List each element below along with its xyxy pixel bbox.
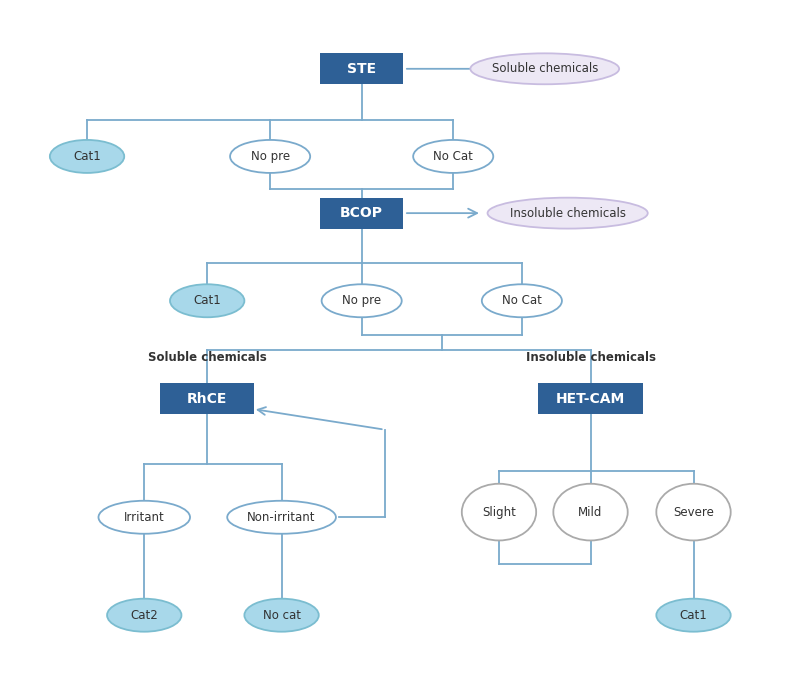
Text: No Cat: No Cat: [433, 150, 473, 163]
Ellipse shape: [98, 501, 190, 534]
Ellipse shape: [554, 484, 628, 540]
Ellipse shape: [245, 598, 318, 632]
FancyBboxPatch shape: [321, 198, 403, 228]
Ellipse shape: [170, 285, 245, 317]
Ellipse shape: [413, 140, 493, 173]
Text: STE: STE: [347, 62, 376, 76]
Text: Irritant: Irritant: [124, 511, 165, 524]
Ellipse shape: [657, 598, 731, 632]
Text: No pre: No pre: [250, 150, 290, 163]
Ellipse shape: [50, 140, 124, 173]
Text: Insoluble chemicals: Insoluble chemicals: [509, 207, 626, 220]
FancyBboxPatch shape: [160, 383, 254, 415]
Text: Cat1: Cat1: [73, 150, 101, 163]
Text: Non-irritant: Non-irritant: [247, 511, 316, 524]
Text: Mild: Mild: [578, 505, 603, 518]
Text: Soluble chemicals: Soluble chemicals: [148, 351, 267, 364]
Text: HET-CAM: HET-CAM: [556, 392, 625, 406]
FancyBboxPatch shape: [321, 53, 403, 84]
Text: Insoluble chemicals: Insoluble chemicals: [526, 351, 656, 364]
Ellipse shape: [462, 484, 536, 540]
Ellipse shape: [657, 484, 731, 540]
Text: BCOP: BCOP: [341, 206, 383, 220]
Ellipse shape: [107, 598, 181, 632]
Text: No pre: No pre: [342, 294, 381, 307]
Ellipse shape: [488, 198, 648, 228]
Text: Cat1: Cat1: [193, 294, 221, 307]
Text: Cat2: Cat2: [131, 609, 158, 622]
Ellipse shape: [227, 501, 336, 534]
Text: Soluble chemicals: Soluble chemicals: [492, 62, 598, 75]
Ellipse shape: [482, 285, 562, 317]
Ellipse shape: [470, 53, 619, 84]
Ellipse shape: [322, 285, 402, 317]
Ellipse shape: [230, 140, 310, 173]
Text: Slight: Slight: [482, 505, 516, 518]
Text: No cat: No cat: [263, 609, 301, 622]
Text: Cat1: Cat1: [680, 609, 707, 622]
FancyBboxPatch shape: [538, 383, 643, 415]
Text: No Cat: No Cat: [502, 294, 542, 307]
Text: RhCE: RhCE: [187, 392, 227, 406]
Text: Severe: Severe: [673, 505, 714, 518]
